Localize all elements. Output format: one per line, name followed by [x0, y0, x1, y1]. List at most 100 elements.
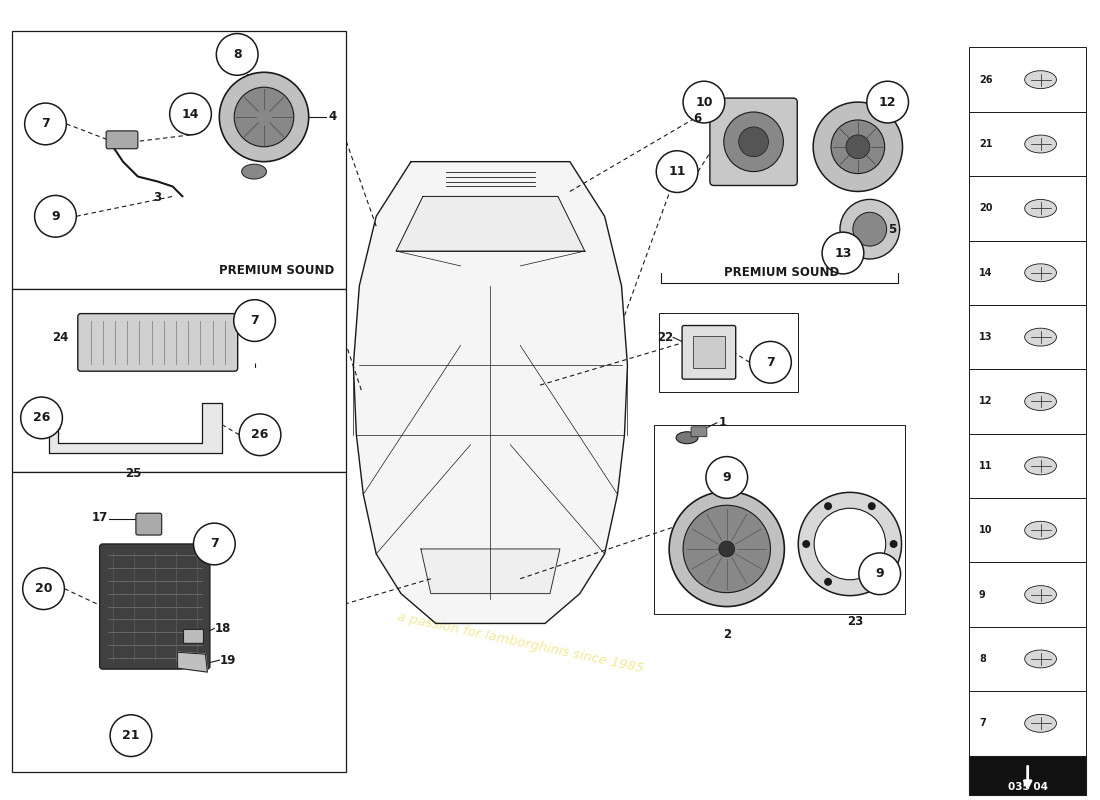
Circle shape — [657, 150, 698, 193]
Circle shape — [814, 508, 886, 580]
Circle shape — [813, 102, 902, 191]
FancyBboxPatch shape — [136, 514, 162, 535]
Circle shape — [219, 72, 309, 162]
Circle shape — [852, 212, 887, 246]
Text: 3: 3 — [154, 191, 162, 205]
FancyBboxPatch shape — [693, 337, 725, 368]
FancyBboxPatch shape — [691, 427, 707, 437]
Bar — [969, 112, 1086, 176]
Circle shape — [830, 120, 884, 174]
Circle shape — [110, 714, 152, 757]
Text: 20: 20 — [979, 203, 992, 214]
FancyBboxPatch shape — [78, 314, 238, 371]
Circle shape — [824, 502, 832, 510]
Text: 25: 25 — [124, 466, 141, 479]
Text: 4: 4 — [329, 110, 337, 123]
Circle shape — [683, 506, 770, 593]
Text: 12: 12 — [979, 397, 992, 406]
Circle shape — [846, 135, 870, 158]
Polygon shape — [177, 652, 208, 672]
Ellipse shape — [1025, 328, 1056, 346]
Text: 21: 21 — [122, 729, 140, 742]
Text: 12: 12 — [879, 95, 896, 109]
Text: 9: 9 — [979, 590, 986, 599]
Bar — [969, 755, 1086, 795]
Ellipse shape — [1025, 457, 1056, 474]
Ellipse shape — [1025, 135, 1056, 153]
FancyBboxPatch shape — [710, 98, 798, 186]
Text: 13: 13 — [834, 246, 851, 259]
Bar — [969, 626, 1086, 691]
Bar — [969, 370, 1086, 434]
Ellipse shape — [1025, 70, 1056, 89]
Ellipse shape — [1025, 586, 1056, 603]
Ellipse shape — [1025, 714, 1056, 732]
Text: a passion for lamborghinis since 1985: a passion for lamborghinis since 1985 — [396, 610, 645, 676]
Bar — [969, 498, 1086, 562]
Circle shape — [868, 502, 876, 510]
Polygon shape — [48, 403, 222, 453]
Circle shape — [799, 492, 902, 596]
Text: 2: 2 — [723, 629, 730, 642]
Text: 22: 22 — [657, 331, 673, 344]
Text: 26: 26 — [251, 428, 268, 442]
Ellipse shape — [1025, 393, 1056, 410]
Bar — [12, 471, 346, 772]
Text: 9: 9 — [723, 471, 732, 484]
Ellipse shape — [242, 164, 266, 179]
Circle shape — [234, 87, 294, 146]
Text: PREMIUM SOUND: PREMIUM SOUND — [724, 266, 839, 279]
Circle shape — [217, 34, 258, 75]
Text: 7: 7 — [250, 314, 258, 327]
Ellipse shape — [676, 432, 698, 444]
Circle shape — [194, 523, 235, 565]
Text: 13: 13 — [979, 332, 992, 342]
Polygon shape — [353, 162, 627, 623]
Text: 7: 7 — [766, 356, 774, 369]
Text: 9: 9 — [876, 567, 884, 580]
FancyBboxPatch shape — [184, 630, 204, 643]
Bar — [969, 47, 1086, 112]
Bar — [969, 434, 1086, 498]
Text: 19: 19 — [219, 654, 235, 666]
Polygon shape — [396, 197, 585, 251]
Text: 11: 11 — [669, 165, 686, 178]
Text: 23: 23 — [847, 615, 864, 629]
Text: 14: 14 — [979, 268, 992, 278]
Circle shape — [706, 457, 748, 498]
Text: 26: 26 — [979, 74, 992, 85]
Circle shape — [739, 127, 769, 157]
Circle shape — [718, 541, 735, 557]
Bar — [12, 30, 346, 289]
Circle shape — [724, 112, 783, 171]
Text: 9: 9 — [51, 210, 59, 222]
Text: 7: 7 — [41, 118, 50, 130]
Circle shape — [890, 540, 898, 548]
Text: 035 04: 035 04 — [1008, 782, 1047, 792]
Circle shape — [34, 195, 76, 237]
Text: 24: 24 — [53, 331, 69, 344]
Circle shape — [669, 491, 784, 606]
Circle shape — [868, 578, 876, 586]
Text: 1: 1 — [718, 416, 727, 430]
Ellipse shape — [1025, 522, 1056, 539]
Text: 21: 21 — [979, 139, 992, 149]
Text: 11: 11 — [979, 461, 992, 471]
Ellipse shape — [1025, 264, 1056, 282]
Circle shape — [840, 199, 900, 259]
Bar — [12, 289, 346, 471]
Text: 14: 14 — [182, 107, 199, 121]
Circle shape — [239, 414, 280, 456]
Bar — [659, 313, 799, 392]
Circle shape — [233, 300, 275, 342]
Circle shape — [169, 93, 211, 135]
Circle shape — [23, 568, 65, 610]
Circle shape — [867, 82, 909, 123]
Text: 5: 5 — [888, 222, 895, 236]
Bar — [969, 241, 1086, 305]
FancyBboxPatch shape — [100, 544, 210, 669]
Circle shape — [21, 397, 63, 438]
Text: 17: 17 — [91, 510, 108, 524]
Circle shape — [802, 540, 811, 548]
Polygon shape — [421, 549, 560, 594]
